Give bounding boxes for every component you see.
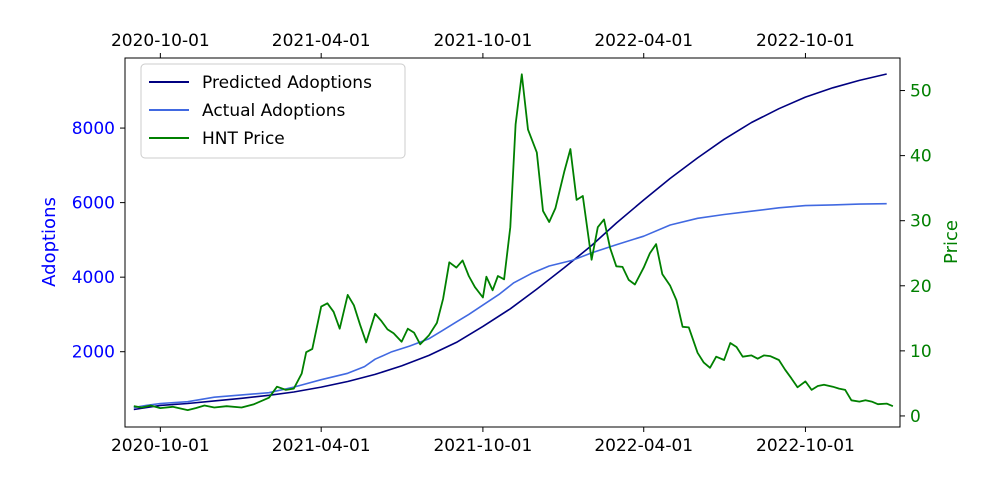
x-tick-label-top: 2020-10-01 (111, 31, 210, 51)
series-line-predicted-adoptions (133, 73, 887, 411)
legend-box (140, 63, 406, 159)
y-tick-label-left: 8000 (72, 119, 115, 139)
legend: Predicted Adoptions Actual Adoptions HNT P… (140, 63, 406, 159)
y-tick-label-right: 0 (910, 407, 921, 427)
y-tick-label-right: 40 (910, 147, 932, 167)
y-tick-label-right: 10 (910, 342, 932, 362)
x-axis-bottom: 2020-10-01 2021-04-01 2021-10-01 2022-04-01… (111, 427, 855, 456)
x-axis-top: 2020-10-01 2021-04-01 2021-10-01 2022-04-01… (111, 31, 855, 58)
y-tick-label-right: 30 (910, 212, 932, 232)
x-tick-label-bottom: 2022-04-01 (594, 436, 693, 456)
y-axis-left-label: Adoptions (39, 197, 60, 287)
y-tick-label-right: 50 (910, 82, 932, 102)
plot-frame (124, 57, 901, 428)
y-axis-right: 0 10 20 30 40 50 (900, 82, 932, 427)
x-tick-label-top: 2022-04-01 (594, 31, 693, 51)
x-tick-label-bottom: 2022-10-01 (756, 436, 855, 456)
y-tick-label-left: 2000 (72, 343, 115, 363)
legend-label-hnt-price: HNT Price (202, 129, 285, 149)
series-line-actual-adoptions (133, 202, 887, 409)
x-tick-label-top: 2021-10-01 (433, 31, 532, 51)
x-tick-label-top: 2022-10-01 (756, 31, 855, 51)
y-axis-left: 2000 4000 6000 8000 (72, 119, 125, 363)
x-tick-label-bottom: 2020-10-01 (111, 436, 210, 456)
legend-label-predicted-adoptions: Predicted Adoptions (202, 73, 372, 93)
x-tick-label-bottom: 2021-10-01 (433, 436, 532, 456)
y-axis-right-label: Price (941, 220, 962, 264)
plot-lines (133, 73, 894, 412)
y-tick-label-left: 6000 (72, 194, 115, 214)
series-line-hnt-price (133, 73, 894, 412)
legend-label-actual-adoptions: Actual Adoptions (202, 101, 346, 121)
x-tick-label-bottom: 2021-04-01 (272, 436, 371, 456)
y-tick-label-right: 20 (910, 277, 932, 297)
x-tick-label-top: 2021-04-01 (272, 31, 371, 51)
y-tick-label-left: 4000 (72, 268, 115, 288)
